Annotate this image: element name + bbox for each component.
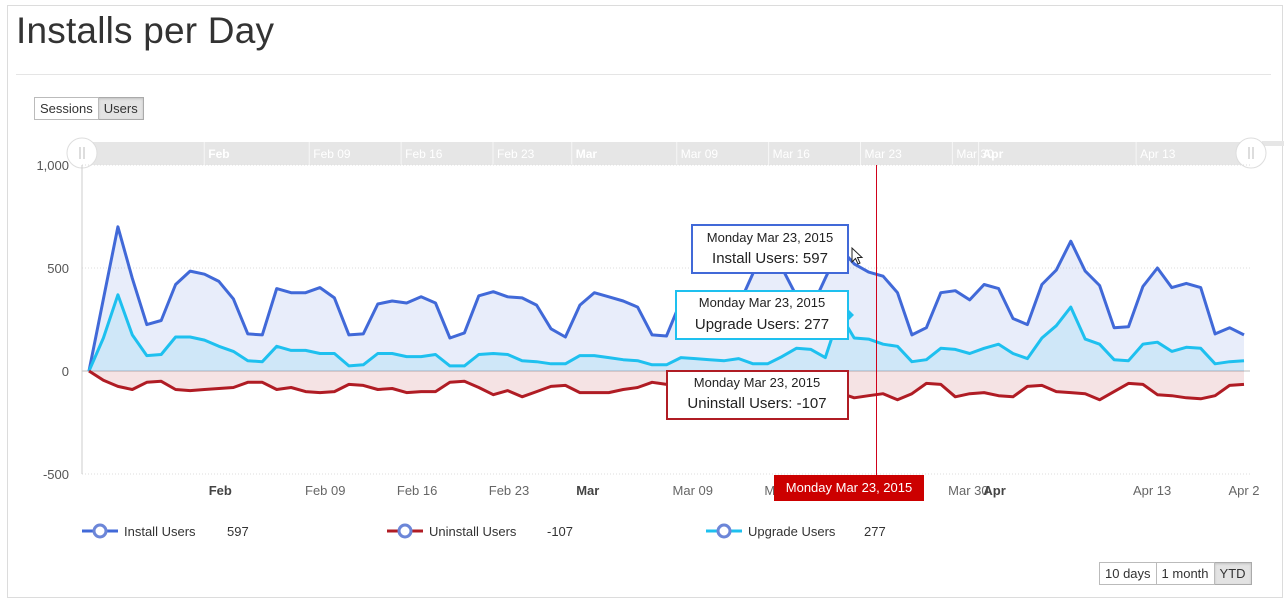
- y-tick-label: 500: [47, 261, 69, 276]
- legend-item-uninstall[interactable]: Uninstall Users: [387, 520, 516, 542]
- x-tick-label: Apr 2: [1228, 483, 1259, 498]
- navigator-handle-left[interactable]: [66, 137, 98, 169]
- tooltip-upgrade-date: Monday Mar 23, 2015: [699, 295, 825, 310]
- tooltip-uninstall: Monday Mar 23, 2015 Uninstall Users: -10…: [666, 370, 849, 420]
- x-tick-label: Feb 16: [397, 483, 437, 498]
- navigator-tick-label: Apr: [983, 147, 1004, 161]
- y-tick-label: 0: [62, 364, 69, 379]
- navigator-ticks: Feb Feb 09 Feb 16 Feb 23 Mar Mar 09 Mar 16 Mar …: [203, 142, 1176, 165]
- navigator-tick-label: Mar 16: [773, 147, 811, 161]
- navigator-handle-right[interactable]: [1235, 137, 1267, 169]
- metric-toggle: Sessions Users: [34, 97, 144, 120]
- legend-install-label: Install Users: [124, 523, 196, 539]
- navigator-tick-label: Mar 23: [865, 147, 903, 161]
- tooltip-install-date: Monday Mar 23, 2015: [707, 230, 833, 245]
- navigator-tick-label: Feb 09: [313, 147, 351, 161]
- navigator-tick-label: Mar 09: [681, 147, 719, 161]
- legend-install-value: 597: [227, 523, 249, 539]
- range-10-days-button[interactable]: 10 days: [1099, 562, 1157, 585]
- legend-item-upgrade[interactable]: Upgrade Users: [706, 520, 835, 542]
- y-axis-ticks: 1,000 500 0 -500: [36, 158, 69, 482]
- navigator-tick-label: Apr 13: [1140, 147, 1176, 161]
- mouse-cursor-icon: [851, 246, 864, 265]
- chart-panel: [7, 5, 1283, 598]
- navigator-tick-label: Mar 30: [956, 147, 994, 161]
- legend: Install Users 597 Uninstall Users -107 U…: [0, 520, 1000, 542]
- upgrade-users-line: [87, 293, 1245, 372]
- x-tick-label: Mar 30: [948, 483, 988, 498]
- x-tick-label: Feb 09: [305, 483, 345, 498]
- crosshair-date-label: Monday Mar 23, 2015: [774, 475, 924, 501]
- sessions-button[interactable]: Sessions: [34, 97, 99, 120]
- tooltip-install-text: Install Users: 597: [712, 250, 828, 267]
- navigator-tick-label: Feb 16: [405, 147, 443, 161]
- navigator-tick-label: Feb: [208, 147, 229, 161]
- install-users-area: [89, 226, 1244, 371]
- navigator-tab: [1262, 141, 1284, 146]
- page-title: Installs per Day: [16, 10, 275, 51]
- x-tick-label: Mar: [576, 483, 599, 498]
- legend-uninstall-marker: [387, 523, 423, 539]
- uninstall-users-area: [89, 371, 1244, 400]
- tooltip-install: Monday Mar 23, 2015 Install Users: 597: [691, 224, 849, 274]
- tooltip-uninstall-date: Monday Mar 23, 2015: [694, 375, 820, 390]
- tooltip-upgrade-text: Upgrade Users: 277: [695, 316, 829, 333]
- legend-upgrade-marker: [706, 523, 742, 539]
- tooltip-uninstall-text: Uninstall Users: -107: [687, 395, 826, 412]
- legend-item-install[interactable]: Install Users: [82, 520, 196, 542]
- x-tick-label: Apr: [983, 483, 1005, 498]
- y-tick-label: 1,000: [36, 158, 69, 173]
- range-1-month-button[interactable]: 1 month: [1156, 562, 1215, 585]
- chart-canvas[interactable]: Feb Feb 09 Feb 16 Feb 23 Mar Mar 09 Mar 16 Mar …: [0, 0, 1288, 520]
- crosshair-date-text: Monday Mar 23, 2015: [786, 480, 912, 495]
- x-tick-label: Feb: [209, 483, 232, 498]
- navigator-tick-label: Feb 23: [497, 147, 535, 161]
- x-tick-label: Mar 09: [673, 483, 713, 498]
- users-button[interactable]: Users: [98, 97, 144, 120]
- range-ytd-button[interactable]: YTD: [1214, 562, 1252, 585]
- range-selector: 10 days 1 month YTD: [1099, 562, 1252, 585]
- x-tick-label: Apr 13: [1133, 483, 1171, 498]
- legend-install-marker: [82, 523, 118, 539]
- y-tick-label: -500: [43, 467, 69, 482]
- tooltip-upgrade: Monday Mar 23, 2015 Upgrade Users: 277: [675, 290, 854, 340]
- navigator-bar[interactable]: [82, 142, 1254, 165]
- x-tick-label: Feb 23: [489, 483, 529, 498]
- title-divider: [16, 74, 1271, 75]
- upgrade-users-area: [89, 294, 1244, 371]
- legend-uninstall-value: -107: [547, 523, 574, 539]
- legend-upgrade-value: 277: [864, 523, 886, 539]
- install-users-line: [87, 225, 1245, 372]
- navigator-tick-label: Mar: [576, 147, 598, 161]
- legend-uninstall-label: Uninstall Users: [429, 523, 517, 539]
- legend-upgrade-label: Upgrade Users: [748, 523, 836, 539]
